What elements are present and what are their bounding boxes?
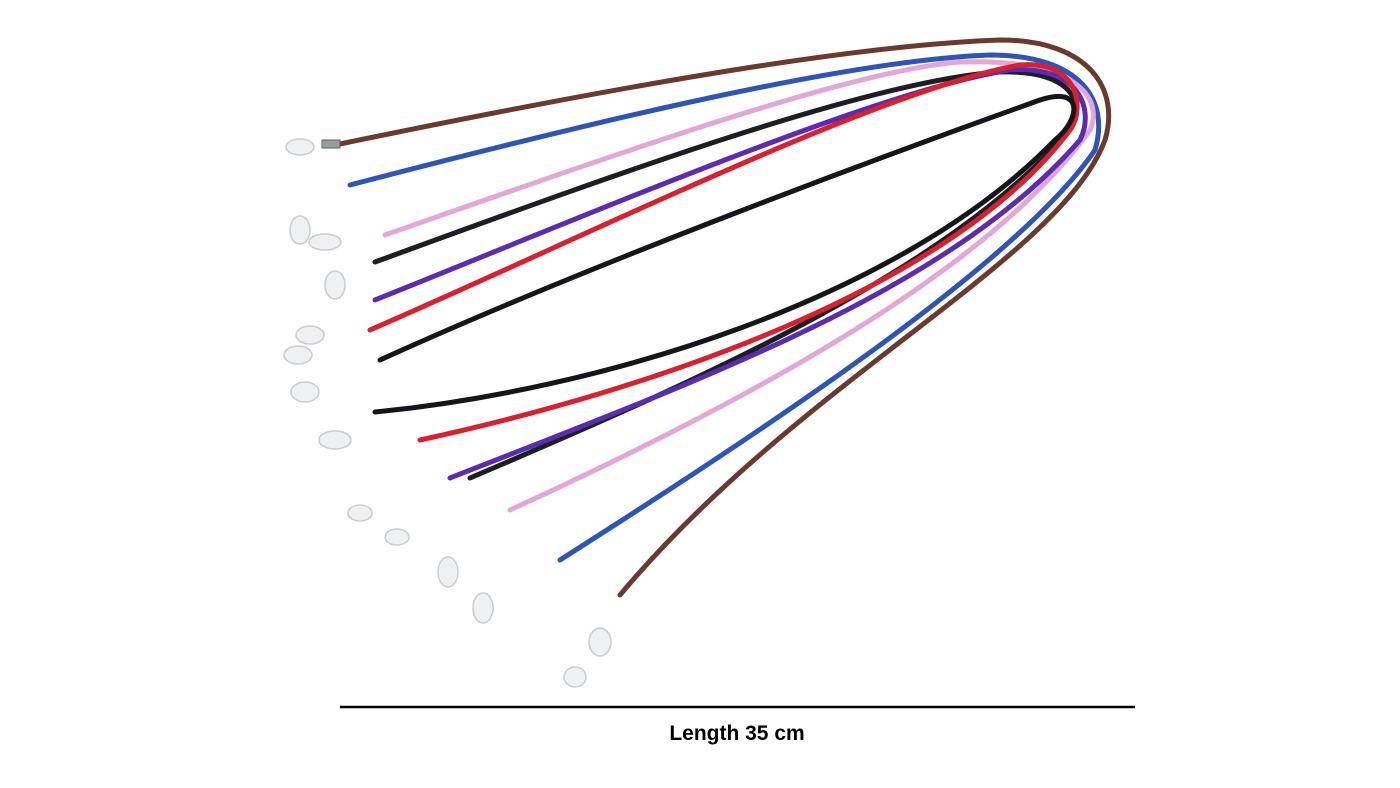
cords [332, 37, 1112, 598]
rubber-tip [290, 381, 320, 403]
rubber-tip [289, 215, 311, 245]
caption: Length 35 cm [669, 722, 804, 745]
cord-pink [382, 59, 1096, 513]
rubber-tip [384, 528, 410, 546]
cord-red [367, 62, 1080, 443]
rubber-tip [347, 504, 373, 522]
cord-blue [347, 52, 1102, 563]
crimp [321, 139, 341, 149]
cord-black-1 [372, 69, 1079, 481]
rubber-tip [472, 592, 494, 624]
cord-purple [372, 67, 1088, 481]
rubber-tip [295, 325, 325, 345]
end-tips [283, 138, 612, 688]
rubber-tip [437, 556, 459, 588]
rubber-tip [588, 627, 612, 657]
rubber-tip [318, 430, 352, 450]
rubber-tip [563, 666, 587, 688]
rubber-tip [308, 233, 342, 251]
rubber-tip [285, 138, 315, 156]
rubber-tip [283, 345, 313, 365]
cord-black-2 [372, 93, 1077, 415]
cord-brown [332, 37, 1112, 598]
rubber-tip [324, 270, 346, 300]
